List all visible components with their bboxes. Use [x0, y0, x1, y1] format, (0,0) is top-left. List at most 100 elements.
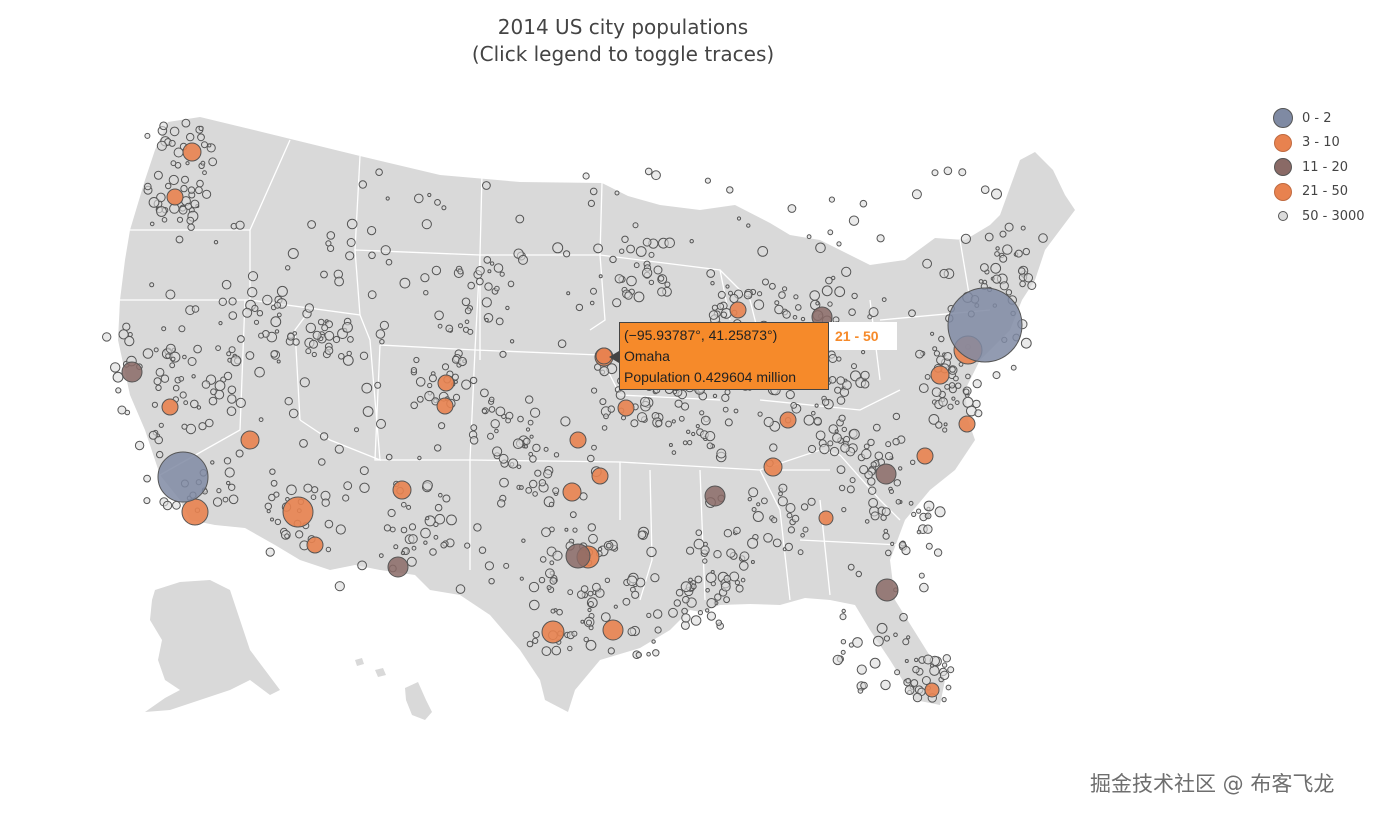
city-bubble-small[interactable] [953, 375, 959, 382]
city-bubble-small[interactable] [532, 443, 541, 453]
city-bubble-small[interactable] [434, 503, 443, 512]
city-bubble-small[interactable] [385, 453, 393, 461]
city-bubble-small[interactable] [995, 246, 1000, 251]
city-bubble-small[interactable] [598, 274, 603, 279]
city-bubble-21-50[interactable] [166, 188, 184, 206]
city-bubble-small[interactable] [743, 290, 753, 300]
city-bubble-21-50[interactable] [779, 411, 797, 429]
city-bubble-small[interactable] [601, 425, 608, 431]
city-bubble-small[interactable] [785, 390, 795, 400]
city-bubble-small[interactable] [999, 281, 1009, 291]
city-bubble-small[interactable] [567, 589, 574, 596]
city-bubble-small[interactable] [653, 265, 663, 275]
city-bubble-11-20[interactable] [565, 543, 591, 569]
city-bubble-small[interactable] [162, 500, 173, 511]
city-bubble-small[interactable] [532, 491, 538, 497]
city-bubble-small[interactable] [179, 391, 187, 399]
city-bubble-small[interactable] [387, 508, 396, 518]
city-bubble-small[interactable] [237, 335, 245, 343]
city-bubble-small[interactable] [930, 663, 935, 668]
city-bubble-small[interactable] [287, 332, 295, 341]
city-bubble-small[interactable] [949, 366, 956, 373]
city-bubble-small[interactable] [529, 599, 540, 611]
city-bubble-small[interactable] [672, 389, 678, 395]
city-bubble-small[interactable] [183, 400, 189, 406]
city-bubble-small[interactable] [334, 276, 345, 287]
city-bubble-small[interactable] [965, 373, 971, 380]
city-bubble-small[interactable] [497, 499, 506, 508]
city-bubble-small[interactable] [942, 427, 948, 433]
city-bubble-small[interactable] [757, 246, 769, 257]
city-bubble-small[interactable] [228, 297, 237, 306]
city-bubble-small[interactable] [307, 220, 317, 229]
city-bubble-small[interactable] [681, 607, 688, 615]
city-bubble-small[interactable] [873, 635, 884, 647]
city-bubble-small[interactable] [127, 332, 133, 337]
city-bubble-small[interactable] [757, 291, 763, 297]
city-bubble-small[interactable] [943, 422, 948, 427]
city-bubble-small[interactable] [488, 578, 495, 585]
city-bubble-small[interactable] [210, 388, 217, 396]
city-bubble-small[interactable] [631, 590, 640, 599]
city-bubble-small[interactable] [362, 406, 374, 417]
city-bubble-small[interactable] [733, 408, 739, 414]
city-bubble-small[interactable] [720, 581, 731, 592]
city-bubble-small[interactable] [165, 182, 172, 190]
city-bubble-small[interactable] [503, 562, 510, 569]
city-bubble-small[interactable] [201, 380, 211, 389]
city-bubble-small[interactable] [941, 662, 948, 668]
city-bubble-small[interactable] [284, 533, 290, 539]
city-bubble-small[interactable] [918, 572, 925, 579]
city-bubble-small[interactable] [621, 235, 629, 244]
city-bubble-small[interactable] [228, 483, 236, 491]
city-bubble-small[interactable] [325, 240, 332, 247]
city-bubble-small[interactable] [682, 595, 690, 604]
city-bubble-small[interactable] [778, 291, 786, 299]
city-bubble-small[interactable] [912, 692, 923, 703]
city-bubble-small[interactable] [518, 254, 528, 265]
city-bubble-small[interactable] [185, 423, 197, 435]
city-bubble-small[interactable] [478, 546, 487, 554]
city-bubble-small[interactable] [587, 601, 594, 607]
city-bubble-small[interactable] [441, 363, 450, 371]
city-bubble-small[interactable] [309, 339, 318, 349]
city-bubble-small[interactable] [705, 431, 716, 442]
city-bubble-small[interactable] [161, 217, 168, 223]
city-bubble-small[interactable] [748, 487, 759, 498]
city-bubble-small[interactable] [686, 429, 691, 434]
city-bubble-small[interactable] [205, 418, 214, 428]
city-bubble-small[interactable] [690, 583, 697, 590]
city-bubble-small[interactable] [671, 419, 676, 424]
city-bubble-small[interactable] [563, 250, 571, 258]
city-bubble-21-50[interactable] [569, 431, 587, 449]
city-bubble-small[interactable] [689, 239, 694, 244]
city-bubble-small[interactable] [1038, 233, 1048, 243]
city-bubble-small[interactable] [885, 441, 892, 448]
city-bubble-small[interactable] [228, 494, 239, 505]
city-bubble-small[interactable] [648, 279, 655, 286]
city-bubble-small[interactable] [856, 664, 867, 675]
city-bubble-small[interactable] [708, 310, 719, 320]
city-bubble-small[interactable] [451, 373, 459, 381]
city-bubble-small[interactable] [208, 157, 218, 167]
city-bubble-21-50[interactable] [182, 142, 202, 162]
city-bubble-small[interactable] [334, 581, 345, 592]
city-bubble-small[interactable] [680, 620, 690, 630]
city-bubble-small[interactable] [440, 541, 448, 549]
city-bubble-small[interactable] [603, 413, 609, 420]
city-bubble-small[interactable] [367, 226, 377, 236]
city-bubble-small[interactable] [490, 419, 500, 429]
city-bubble-small[interactable] [715, 619, 722, 626]
city-bubble-small[interactable] [991, 188, 1002, 200]
city-bubble-small[interactable] [892, 438, 900, 446]
city-bubble-small[interactable] [438, 492, 443, 498]
city-bubble-small[interactable] [342, 355, 354, 366]
city-bubble-small[interactable] [375, 168, 383, 176]
city-bubble-small[interactable] [855, 570, 862, 578]
city-bubble-small[interactable] [254, 366, 265, 378]
city-bubble-small[interactable] [939, 268, 949, 279]
city-bubble-small[interactable] [626, 275, 637, 287]
city-bubble-small[interactable] [149, 282, 155, 288]
city-bubble-small[interactable] [641, 267, 653, 279]
city-bubble-small[interactable] [930, 331, 935, 336]
